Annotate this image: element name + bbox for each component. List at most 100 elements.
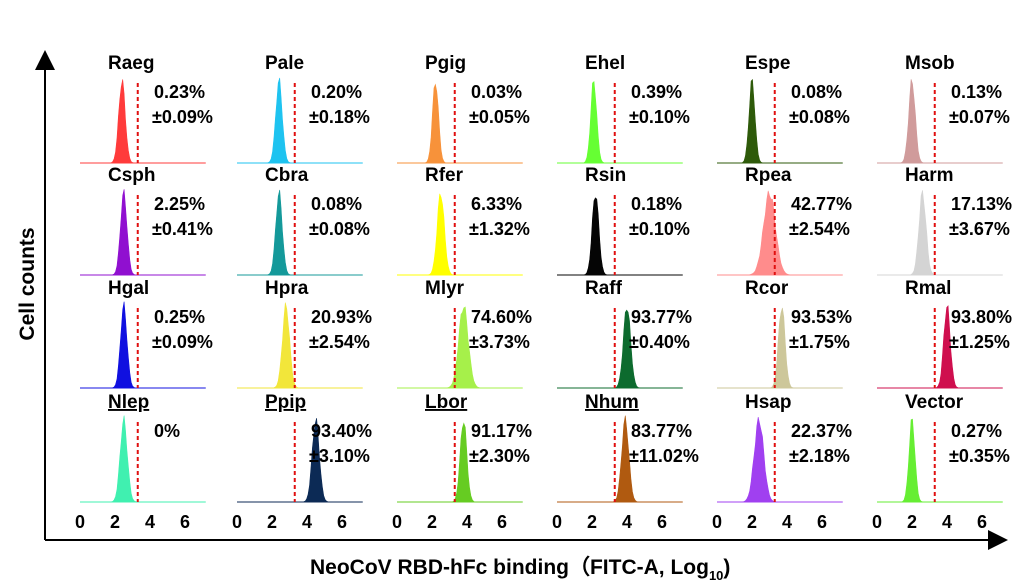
panel-percent-pale: 0.20% xyxy=(311,82,362,102)
panel-label-pale: Pale xyxy=(265,53,304,74)
x-axis-title-close: ) xyxy=(723,556,730,579)
x-tick-label: 2 xyxy=(267,512,277,532)
panel-sd-csph: ±0.41% xyxy=(152,219,213,239)
panel-label-rpea: Rpea xyxy=(745,165,792,186)
panel-percent-nlep: 0% xyxy=(154,421,180,441)
panel-sd-ehel: ±0.10% xyxy=(629,107,690,127)
panel-percent-hpra: 20.93% xyxy=(311,307,372,327)
panel-label-hpra: Hpra xyxy=(265,278,309,299)
panel-label-espe: Espe xyxy=(745,53,790,74)
panel-percent-rmal: 93.80% xyxy=(951,307,1012,327)
panel-label-harm: Harm xyxy=(905,165,954,186)
panel-label-mlyr: Mlyr xyxy=(425,278,465,299)
panel-label-ehel: Ehel xyxy=(585,53,625,74)
x-tick-label: 0 xyxy=(712,512,722,532)
x-axis-title: NeoCoV RBD-hFc binding（FITC-A, Log10) xyxy=(310,555,730,583)
x-tick-label: 4 xyxy=(145,512,155,532)
x-tick-label: 2 xyxy=(587,512,597,532)
panel-percent-hgal: 0.25% xyxy=(154,307,205,327)
x-tick-label: 0 xyxy=(392,512,402,532)
panel-label-hsap: Hsap xyxy=(745,392,791,413)
panel-sd-hpra: ±2.54% xyxy=(309,332,370,352)
panel-percent-ppip: 93.40% xyxy=(311,421,372,441)
x-tick-label: 4 xyxy=(462,512,472,532)
panel-label-msob: Msob xyxy=(905,53,955,74)
x-tick-label: 0 xyxy=(232,512,242,532)
panel-label-nlep: Nlep xyxy=(108,392,149,413)
panel-sd-rpea: ±2.54% xyxy=(789,219,850,239)
panel-label-csph: Csph xyxy=(108,165,156,186)
panel-sd-rmal: ±1.25% xyxy=(949,332,1010,352)
panel-percent-harm: 17.13% xyxy=(951,194,1012,214)
x-tick-label: 0 xyxy=(75,512,85,532)
panel-percent-cbra: 0.08% xyxy=(311,194,362,214)
panel-sd-rfer: ±1.32% xyxy=(469,219,530,239)
x-tick-label: 2 xyxy=(110,512,120,532)
panel-percent-rpea: 42.77% xyxy=(791,194,852,214)
panel-label-rfer: Rfer xyxy=(425,165,464,186)
panel-label-raff: Raff xyxy=(585,278,623,299)
panel-sd-mlyr: ±3.73% xyxy=(469,332,530,352)
panel-percent-raeg: 0.23% xyxy=(154,82,205,102)
panel-label-cbra: Cbra xyxy=(265,165,309,186)
panel-sd-espe: ±0.08% xyxy=(789,107,850,127)
panel-percent-ehel: 0.39% xyxy=(631,82,682,102)
x-tick-label: 6 xyxy=(337,512,347,532)
panel-sd-hsap: ±2.18% xyxy=(789,446,850,466)
panel-sd-cbra: ±0.08% xyxy=(309,219,370,239)
x-tick-label: 2 xyxy=(907,512,917,532)
panel-label-ppip: Ppip xyxy=(265,392,306,413)
panel-sd-rsin: ±0.10% xyxy=(629,219,690,239)
x-tick-label: 6 xyxy=(497,512,507,532)
panel-percent-msob: 0.13% xyxy=(951,82,1002,102)
panel-percent-nhum: 83.77% xyxy=(631,421,692,441)
panel-percent-hsap: 22.37% xyxy=(791,421,852,441)
panel-percent-csph: 2.25% xyxy=(154,194,205,214)
panel-sd-pale: ±0.18% xyxy=(309,107,370,127)
panel-sd-raff: ±0.40% xyxy=(629,332,690,352)
panel-sd-hgal: ±0.09% xyxy=(152,332,213,352)
x-tick-label: 2 xyxy=(747,512,757,532)
panel-percent-espe: 0.08% xyxy=(791,82,842,102)
panel-sd-lbor: ±2.30% xyxy=(469,446,530,466)
panel-percent-rcor: 93.53% xyxy=(791,307,852,327)
x-tick-label: 4 xyxy=(942,512,952,532)
panel-label-rmal: Rmal xyxy=(905,278,951,299)
y-axis-title: Cell counts xyxy=(16,227,39,340)
panel-label-nhum: Nhum xyxy=(585,392,639,413)
panel-label-rcor: Rcor xyxy=(745,278,789,299)
x-tick-label: 6 xyxy=(817,512,827,532)
x-tick-label: 6 xyxy=(977,512,987,532)
x-axis-title-subscript: 10 xyxy=(709,568,723,583)
panel-sd-ppip: ±3.10% xyxy=(309,446,370,466)
panel-percent-vector: 0.27% xyxy=(951,421,1002,441)
panel-sd-pgig: ±0.05% xyxy=(469,107,530,127)
x-tick-label: 0 xyxy=(552,512,562,532)
x-tick-label: 4 xyxy=(782,512,792,532)
panel-sd-raeg: ±0.09% xyxy=(152,107,213,127)
x-tick-label: 4 xyxy=(302,512,312,532)
panel-label-rsin: Rsin xyxy=(585,165,626,186)
panel-sd-harm: ±3.67% xyxy=(949,219,1010,239)
panel-label-lbor: Lbor xyxy=(425,392,468,413)
panel-percent-lbor: 91.17% xyxy=(471,421,532,441)
panel-percent-pgig: 0.03% xyxy=(471,82,522,102)
x-tick-label: 6 xyxy=(180,512,190,532)
panel-label-hgal: Hgal xyxy=(108,278,149,299)
x-tick-label: 6 xyxy=(657,512,667,532)
panel-percent-rsin: 0.18% xyxy=(631,194,682,214)
panel-percent-rfer: 6.33% xyxy=(471,194,522,214)
x-tick-label: 0 xyxy=(872,512,882,532)
x-tick-label: 4 xyxy=(622,512,632,532)
x-axis-title-main: NeoCoV RBD-hFc binding（FITC-A, Log xyxy=(310,555,709,579)
panel-label-pgig: Pgig xyxy=(425,53,466,74)
panel-label-raeg: Raeg xyxy=(108,53,154,74)
panel-percent-mlyr: 74.60% xyxy=(471,307,532,327)
panel-sd-msob: ±0.07% xyxy=(949,107,1010,127)
panel-sd-vector: ±0.35% xyxy=(949,446,1010,466)
x-tick-label: 2 xyxy=(427,512,437,532)
panel-sd-rcor: ±1.75% xyxy=(789,332,850,352)
panel-percent-raff: 93.77% xyxy=(631,307,692,327)
